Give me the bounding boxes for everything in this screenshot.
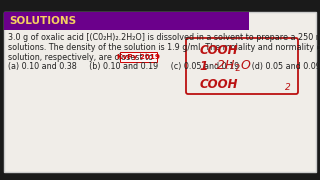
Text: solution, respectively, are closest to: solution, respectively, are closest to (8, 53, 153, 62)
Text: COOH: COOH (200, 44, 238, 57)
Text: $\cdot$2H$_2$O: $\cdot$2H$_2$O (213, 58, 252, 74)
Text: solutions. The density of the solution is 1.9 g/ml. The molality and normality o: solutions. The density of the solution i… (8, 42, 320, 51)
Text: 2: 2 (285, 82, 291, 91)
Bar (4, 12, 316, 172)
Text: KvPy 2019: KvPy 2019 (117, 54, 160, 60)
Text: COOH: COOH (200, 78, 238, 91)
Bar (120, 51, 157, 62)
Text: SOLUTIONS: SOLUTIONS (9, 16, 76, 26)
Text: (a) 0.10 and 0.38     (b) 0.10 and 0.19     (c) 0.05 and 0.19     (d) 0.05 and 0: (a) 0.10 and 0.38 (b) 0.10 and 0.19 (c) … (8, 62, 320, 71)
Bar (0, 0, 320, 12)
Bar (4, 12, 249, 30)
FancyBboxPatch shape (186, 38, 298, 94)
Bar (0, 172, 320, 180)
Text: 3.0 g of oxalic acid [(C0₂H)₂.2H₂O] is dissolved in a solvent to prepare a 250 m: 3.0 g of oxalic acid [(C0₂H)₂.2H₂O] is d… (8, 33, 320, 42)
Text: 1: 1 (200, 60, 208, 73)
